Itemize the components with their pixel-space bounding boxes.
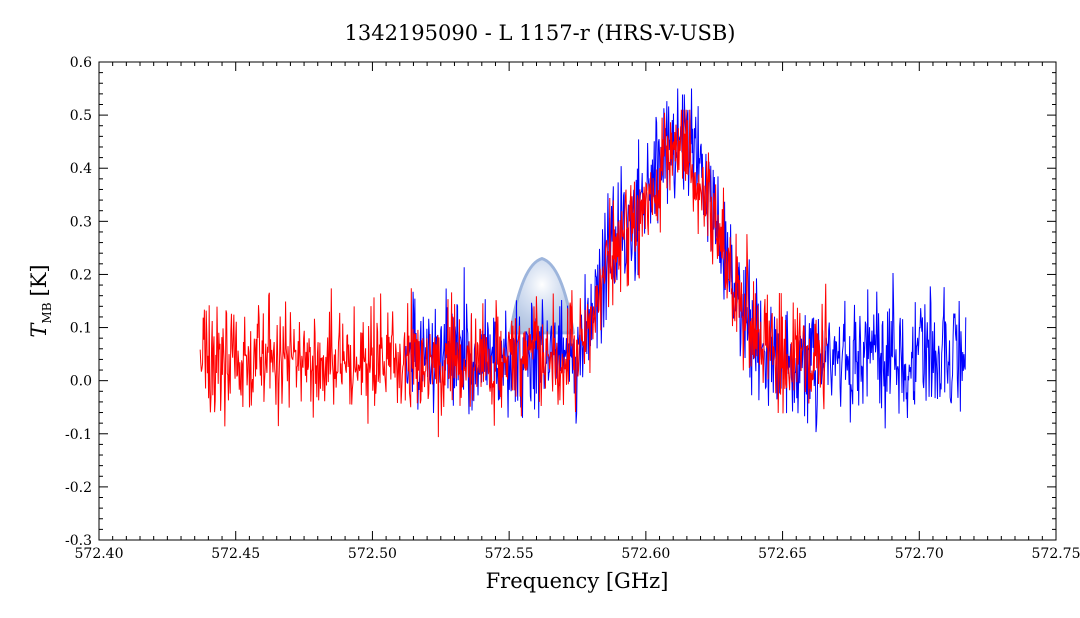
y-tick-label: 0.1	[70, 321, 92, 337]
y-axis-label-symbol: T	[27, 322, 51, 338]
overlay-dome-marker	[509, 257, 575, 335]
x-tick-label: 572.55	[485, 546, 534, 562]
x-tick-label: 572.70	[895, 546, 944, 562]
x-tick-label: 572.65	[758, 546, 807, 562]
series-blue-line	[404, 88, 967, 433]
x-tick-label: 572.50	[348, 546, 397, 562]
x-tick-label: 572.75	[1032, 546, 1080, 562]
x-tick-label: 572.60	[621, 546, 670, 562]
y-tick-label: 0.6	[70, 55, 92, 71]
y-tick-labels: -0.3 -0.2 -0.1 0.0 0.1 0.2 0.3 0.4 0.5 0.6	[65, 55, 92, 549]
x-tick-label: 572.45	[211, 546, 260, 562]
y-tick-label: 0.4	[70, 161, 92, 177]
x-tick-label: 572.40	[75, 546, 124, 562]
y-tick-label: 0.2	[70, 267, 92, 283]
y-tick-label: -0.3	[65, 533, 92, 549]
y-axis-label-subscript: MB	[40, 302, 54, 323]
chart-title: 1342195090 - L 1157-r (HRS-V-USB)	[344, 21, 735, 45]
x-axis-label: Frequency [GHz]	[486, 569, 669, 593]
plot-frame	[98, 61, 1057, 541]
y-tick-label: 0.3	[70, 214, 92, 230]
y-tick-label: -0.1	[65, 427, 92, 443]
y-tick-label: -0.2	[65, 480, 92, 496]
overlay-layer	[509, 257, 575, 335]
tick-marks	[98, 61, 1057, 541]
series-red-line	[199, 109, 827, 438]
x-tick-labels: 572.40 572.45 572.50 572.55 572.60 572.65 572.…	[75, 546, 1080, 562]
y-tick-label: 0.0	[70, 374, 92, 390]
series-layer	[199, 88, 967, 438]
y-axis-label: TMB [K]	[27, 264, 54, 337]
y-axis-label-unit: [K]	[27, 264, 51, 296]
y-tick-label: 0.5	[70, 108, 92, 124]
